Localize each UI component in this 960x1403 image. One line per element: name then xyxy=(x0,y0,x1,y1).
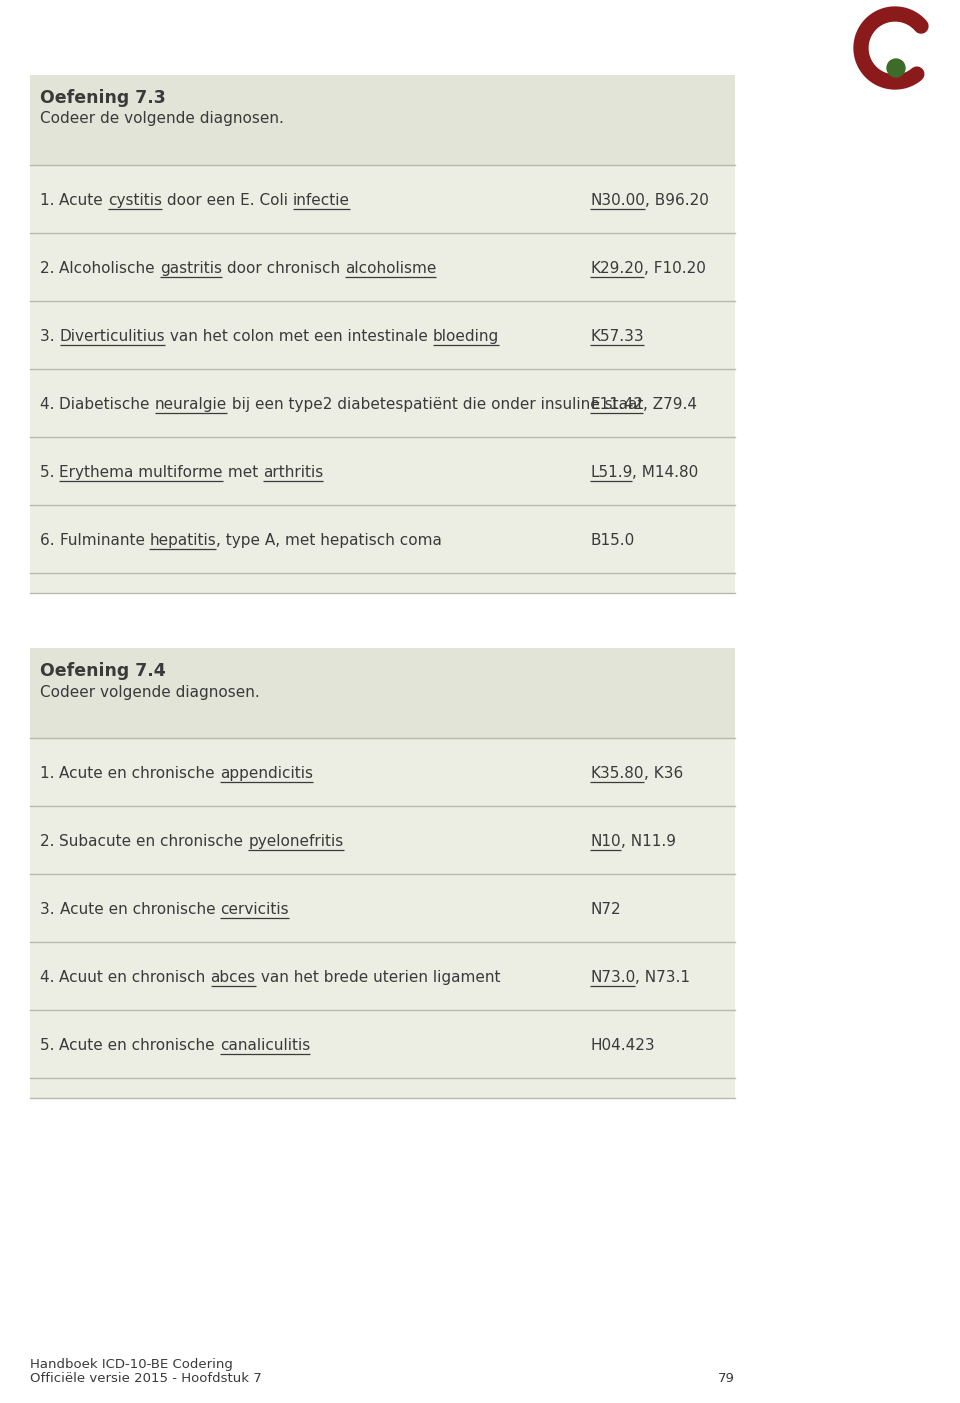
Text: Codeer volgende diagnosen.: Codeer volgende diagnosen. xyxy=(40,685,260,700)
Text: Acute en chronische: Acute en chronische xyxy=(60,1038,220,1052)
Text: Acute: Acute xyxy=(60,194,108,208)
Text: Acute en chronische: Acute en chronische xyxy=(60,902,220,918)
Text: , B96.20: , B96.20 xyxy=(645,194,708,208)
Text: , Z79.4: , Z79.4 xyxy=(643,397,697,412)
Text: K35.80: K35.80 xyxy=(590,766,643,781)
Text: N73.0: N73.0 xyxy=(590,969,636,985)
Text: appendicitis: appendicitis xyxy=(220,766,313,781)
Text: K57.33: K57.33 xyxy=(590,328,643,344)
Text: Acuut en chronisch: Acuut en chronisch xyxy=(60,969,210,985)
Text: 5.: 5. xyxy=(40,464,60,480)
Text: 3.: 3. xyxy=(40,328,60,344)
Bar xyxy=(30,1010,735,1078)
Text: H04.423: H04.423 xyxy=(590,1038,655,1052)
Text: Diabetische: Diabetische xyxy=(60,397,155,412)
Text: Fulminante: Fulminante xyxy=(60,533,150,549)
Text: , N11.9: , N11.9 xyxy=(620,833,676,849)
Bar xyxy=(30,302,735,369)
Text: arthritis: arthritis xyxy=(263,464,324,480)
Bar xyxy=(30,648,735,738)
Bar xyxy=(30,233,735,302)
Text: 2.: 2. xyxy=(40,261,60,276)
Text: van het colon met een intestinale: van het colon met een intestinale xyxy=(165,328,433,344)
Bar xyxy=(30,505,735,572)
Bar xyxy=(30,74,735,166)
Text: 4.: 4. xyxy=(40,397,60,412)
Text: Oefening 7.4: Oefening 7.4 xyxy=(40,662,166,680)
Text: Acute en chronische: Acute en chronische xyxy=(60,766,220,781)
Text: bij een type2 diabetespatiënt die onder insuline staat: bij een type2 diabetespatiënt die onder … xyxy=(227,397,643,412)
Text: Subacute en chronische: Subacute en chronische xyxy=(60,833,249,849)
Text: N10: N10 xyxy=(590,833,620,849)
Text: Erythema multiforme: Erythema multiforme xyxy=(60,464,223,480)
Circle shape xyxy=(887,59,905,77)
Bar xyxy=(30,941,735,1010)
Text: neuralgie: neuralgie xyxy=(155,397,227,412)
Text: E11.42: E11.42 xyxy=(590,397,643,412)
Text: door chronisch: door chronisch xyxy=(222,261,345,276)
Text: infectie: infectie xyxy=(293,194,349,208)
Text: Codeer de volgende diagnosen.: Codeer de volgende diagnosen. xyxy=(40,111,284,126)
Text: door een E. Coli: door een E. Coli xyxy=(162,194,293,208)
Text: 3.: 3. xyxy=(40,902,60,918)
Text: Diverticulitius: Diverticulitius xyxy=(60,328,165,344)
Text: cervicitis: cervicitis xyxy=(220,902,289,918)
Text: N30.00: N30.00 xyxy=(590,194,645,208)
Bar xyxy=(30,1078,735,1099)
Text: K29.20: K29.20 xyxy=(590,261,643,276)
Text: Oefening 7.3: Oefening 7.3 xyxy=(40,88,166,107)
Text: B15.0: B15.0 xyxy=(590,533,635,549)
Text: Alcoholische: Alcoholische xyxy=(60,261,160,276)
Text: 79: 79 xyxy=(718,1372,735,1386)
Text: canaliculitis: canaliculitis xyxy=(220,1038,310,1052)
Text: gastritis: gastritis xyxy=(160,261,222,276)
Text: 6.: 6. xyxy=(40,533,60,549)
Text: cystitis: cystitis xyxy=(108,194,162,208)
Bar xyxy=(30,436,735,505)
Text: , M14.80: , M14.80 xyxy=(633,464,699,480)
Text: alcoholisme: alcoholisme xyxy=(345,261,436,276)
Bar xyxy=(30,166,735,233)
Text: Officiële versie 2015 - Hoofdstuk 7: Officiële versie 2015 - Hoofdstuk 7 xyxy=(30,1372,262,1386)
Text: bloeding: bloeding xyxy=(433,328,499,344)
Bar xyxy=(30,738,735,805)
Bar xyxy=(30,572,735,593)
Text: Handboek ICD-10-BE Codering: Handboek ICD-10-BE Codering xyxy=(30,1358,233,1371)
Text: 5.: 5. xyxy=(40,1038,60,1052)
Text: 1.: 1. xyxy=(40,194,60,208)
Text: van het brede uterien ligament: van het brede uterien ligament xyxy=(255,969,500,985)
Text: met: met xyxy=(223,464,263,480)
Bar xyxy=(30,874,735,941)
Text: , type A, met hepatisch coma: , type A, met hepatisch coma xyxy=(216,533,442,549)
Text: abces: abces xyxy=(210,969,255,985)
Text: , K36: , K36 xyxy=(643,766,683,781)
Text: hepatitis: hepatitis xyxy=(150,533,216,549)
Text: pyelonefritis: pyelonefritis xyxy=(249,833,344,849)
Text: , F10.20: , F10.20 xyxy=(643,261,706,276)
Bar xyxy=(30,805,735,874)
Text: 1.: 1. xyxy=(40,766,60,781)
Text: 2.: 2. xyxy=(40,833,60,849)
Text: N72: N72 xyxy=(590,902,620,918)
Text: L51.9: L51.9 xyxy=(590,464,633,480)
Text: , N73.1: , N73.1 xyxy=(636,969,690,985)
Bar xyxy=(30,369,735,436)
Text: 4.: 4. xyxy=(40,969,60,985)
